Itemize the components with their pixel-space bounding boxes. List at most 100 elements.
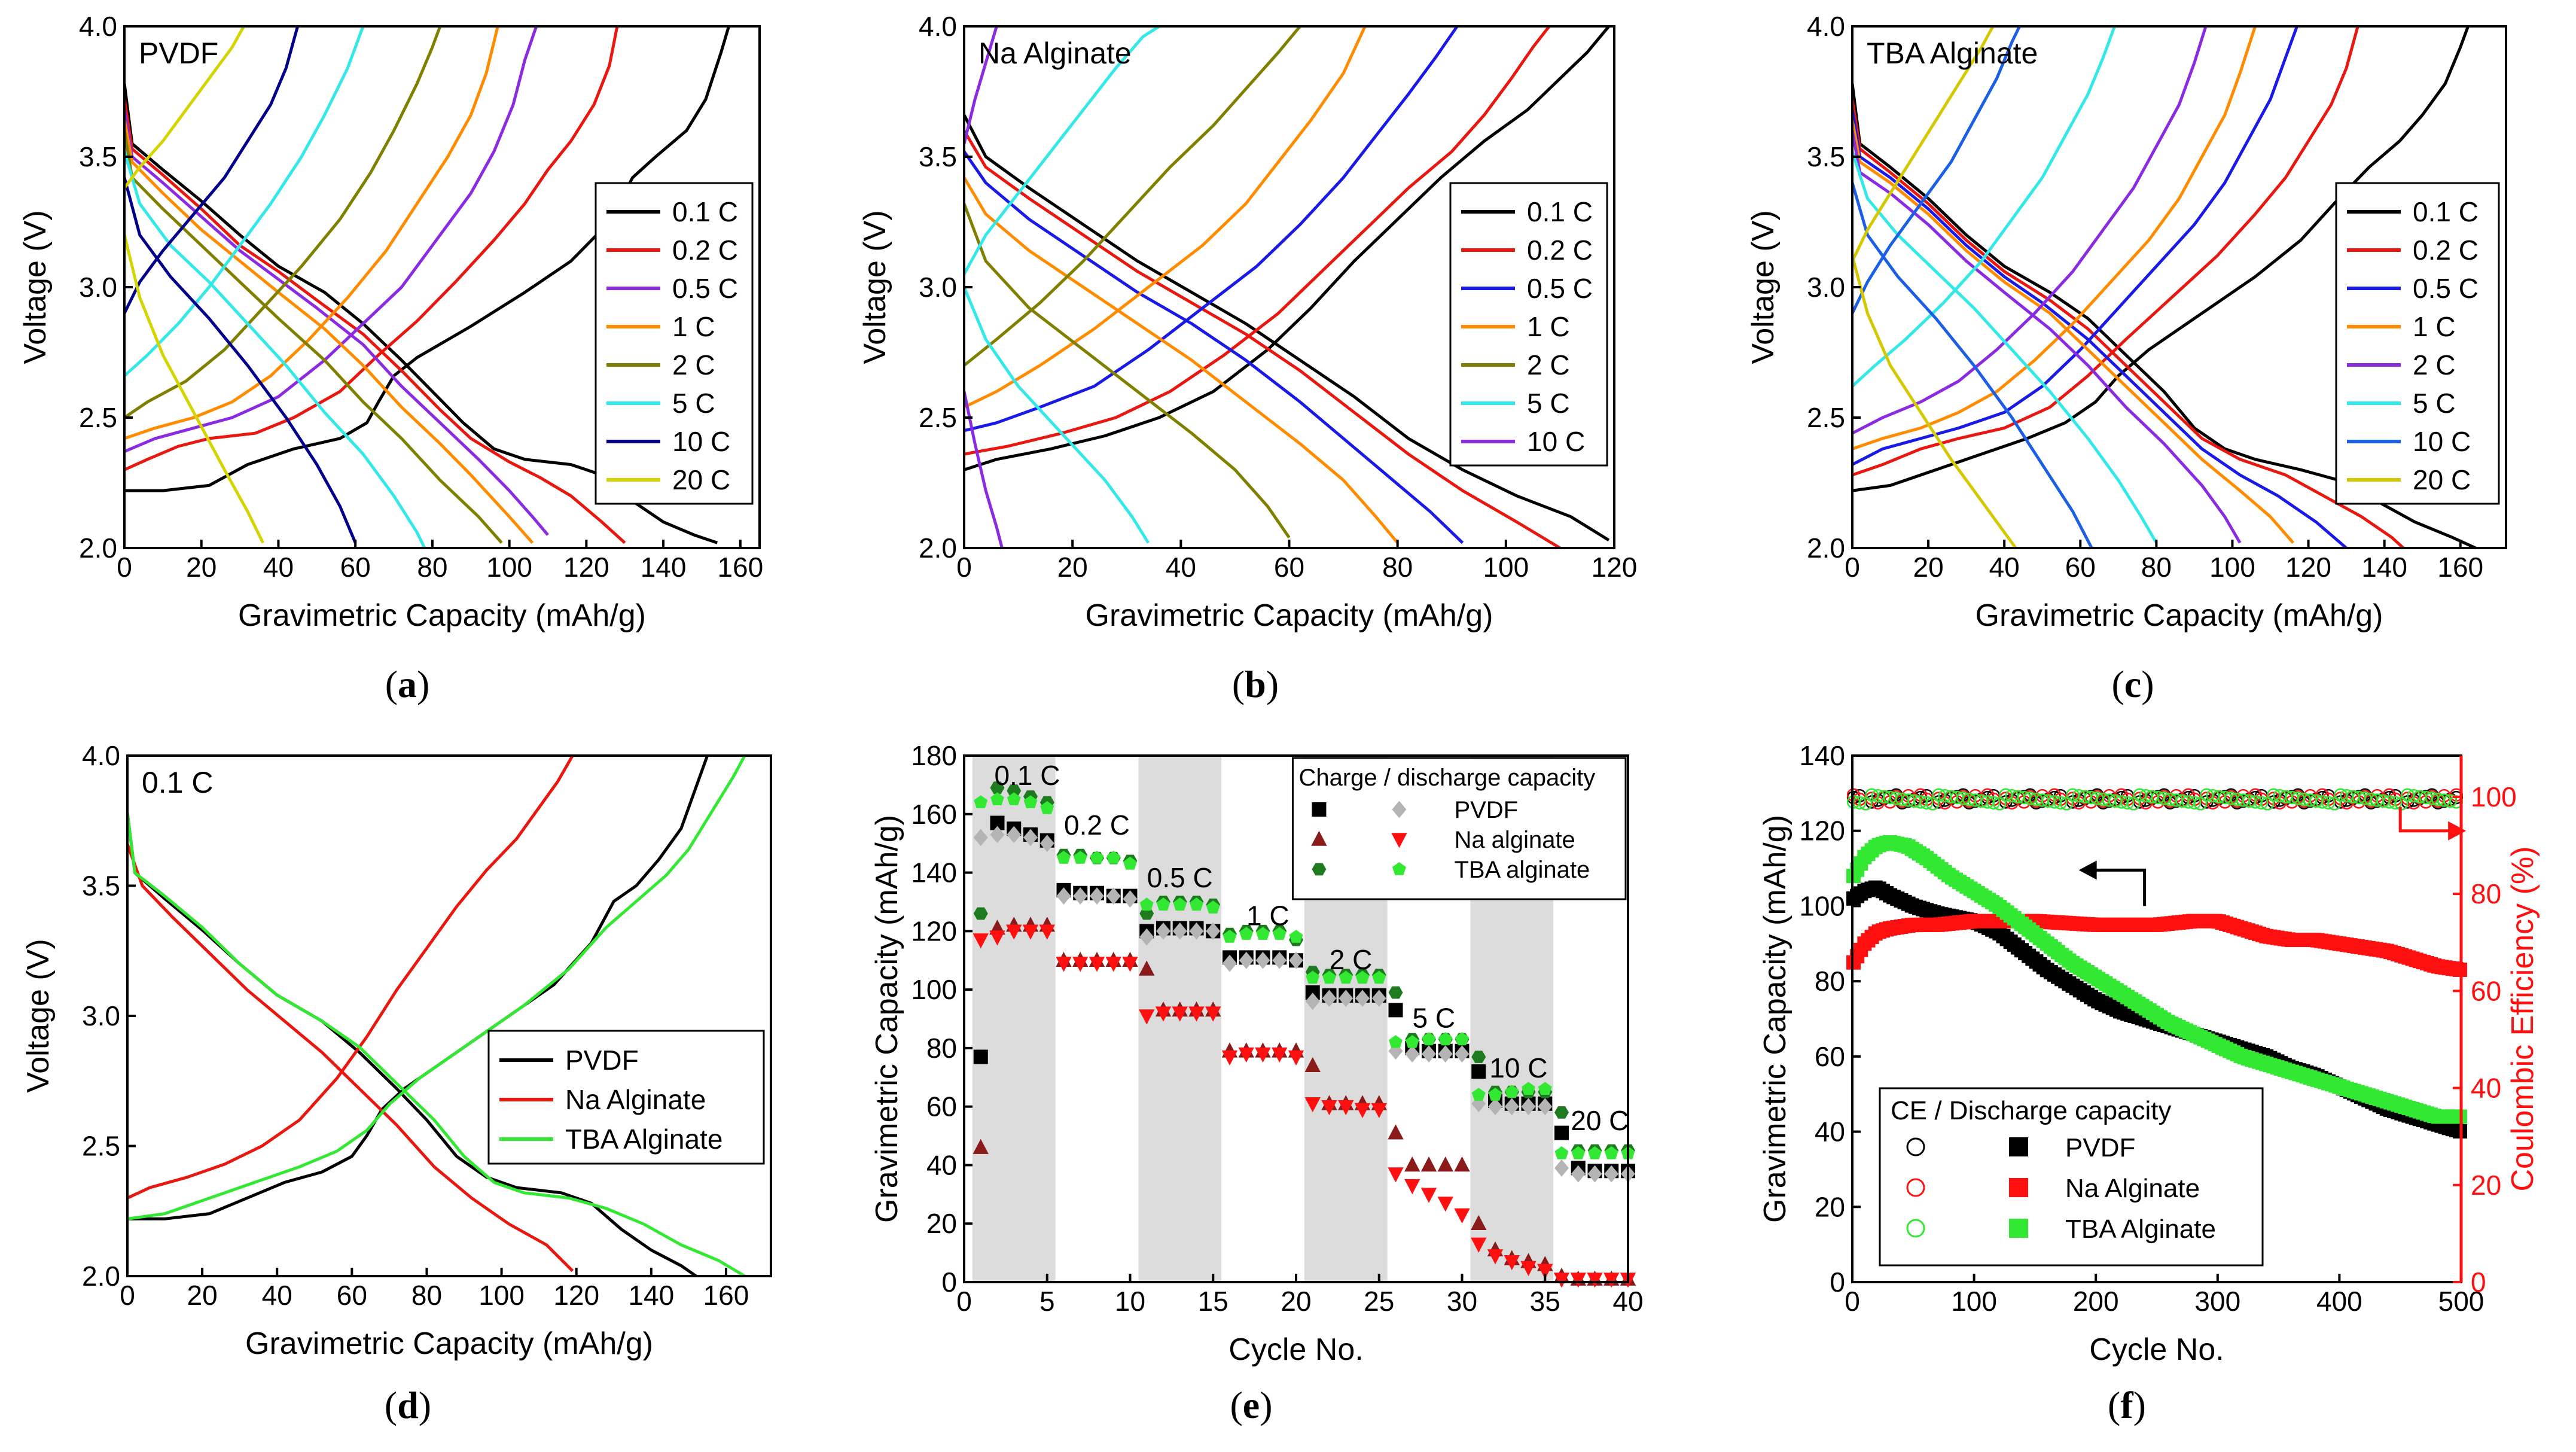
data-point-pvdf-discharge xyxy=(990,826,1005,844)
rate-label: 0.5 C xyxy=(1147,862,1213,893)
panel-label: (d) xyxy=(385,1384,431,1426)
data-point-pvdf-discharge xyxy=(1007,826,1022,844)
discharge-curve-1-c xyxy=(964,176,1399,544)
legend-label-na-alginate: Na alginate xyxy=(1454,827,1575,853)
x-tick-label: 60 xyxy=(340,552,371,583)
data-point-pvdf-discharge xyxy=(1305,993,1320,1010)
x-tick-label: 40 xyxy=(1989,552,2020,583)
data-point-na-alginate-discharge xyxy=(1520,1261,1537,1276)
charge-curve-10-c xyxy=(964,26,998,144)
y-tick-label: 40 xyxy=(926,1149,957,1180)
x-tick-label: 15 xyxy=(1198,1286,1228,1317)
x-tick-label: 20 xyxy=(186,552,217,583)
legend: 0.1 C 0.2 C 0.5 C 1 C 2 C 5 C 10 C xyxy=(1449,182,1608,467)
arrow-right-head xyxy=(2448,821,2467,841)
legend-label-2-c: 2 C xyxy=(2413,349,2456,380)
y-tick-label: 100 xyxy=(1799,890,1845,921)
data-point-pvdf-discharge xyxy=(973,829,988,847)
data-point-tba-alginate-discharge xyxy=(1090,851,1104,864)
charge-curve-0-2-c xyxy=(964,26,1551,456)
x-tick-label: 80 xyxy=(417,552,447,583)
data-point-tba-alginate-discharge xyxy=(1073,851,1087,864)
y-tick-label: 3.0 xyxy=(82,1000,120,1031)
data-point-na-alginate-discharge xyxy=(1487,1249,1504,1265)
legend-discharge-marker-na-alginate xyxy=(1391,833,1407,848)
legend-label-0-5-c: 0.5 C xyxy=(1527,273,1593,304)
data-point-na-alginate-discharge xyxy=(1072,957,1089,972)
data-point-pvdf-discharge xyxy=(1538,1098,1553,1116)
data-point-pvdf-discharge xyxy=(1090,887,1104,905)
y-tick-label: 3.5 xyxy=(1807,141,1845,172)
data-point-na-alginate-discharge xyxy=(1603,1273,1620,1288)
data-point-tba-alginate-discharge xyxy=(1422,1032,1436,1045)
data-point-pvdf-discharge xyxy=(1604,1165,1619,1183)
data-point-tba-alginate-charge xyxy=(1554,1106,1569,1119)
y-tick-label: 2.0 xyxy=(82,1261,120,1292)
legend: Charge / discharge capacity PVDF Na algina… xyxy=(1291,757,1627,900)
data-point-pvdf-discharge xyxy=(1023,829,1038,847)
arrow-left-head xyxy=(2078,860,2097,880)
charge-curve-5-c xyxy=(124,26,365,378)
data-point-tba-alginate-discharge xyxy=(1023,795,1038,808)
legend-label-20-c: 20 C xyxy=(672,464,730,495)
legend-charge-marker-na-alginate xyxy=(1311,830,1327,846)
data-point-tba-alginate-discharge xyxy=(1007,792,1021,805)
data-point-pvdf-discharge xyxy=(1571,1165,1586,1183)
data-point-pvdf-discharge xyxy=(1272,951,1287,969)
x-tick-label: 160 xyxy=(717,552,763,583)
legend-label-0-2-c: 0.2 C xyxy=(2413,235,2479,266)
discharge-curve-20-c xyxy=(124,235,264,544)
data-point-na-alginate-discharge xyxy=(1288,1050,1304,1066)
x-tick-label: 100 xyxy=(478,1280,525,1311)
data-point-pvdf-discharge xyxy=(1156,922,1170,940)
data-point-tba-alginate-discharge xyxy=(1306,970,1320,984)
discharge-curve-0-5-c xyxy=(124,109,549,536)
ce-point xyxy=(2443,794,2457,808)
legend-discharge-marker-tba-alginate xyxy=(1392,862,1406,875)
right-y-axis-label: Coulombic Efficiency (%) xyxy=(2505,846,2540,1191)
x-tick-label: 0 xyxy=(120,1280,135,1311)
data-point-na-alginate-discharge xyxy=(1404,1179,1420,1195)
data-point-tba-alginate-discharge xyxy=(1173,897,1187,911)
legend-label-1-c: 1 C xyxy=(1527,311,1570,342)
data-point-tba-alginate-discharge xyxy=(1289,930,1303,943)
discharge-curve-0-2-c xyxy=(124,99,626,544)
x-tick-label: 140 xyxy=(628,1280,674,1311)
data-point-pvdf-charge xyxy=(1554,1125,1569,1140)
legend-box xyxy=(1879,1087,2264,1267)
y-tick-label: 20 xyxy=(1815,1191,1845,1222)
data-point-tba-alginate-discharge xyxy=(1040,801,1054,814)
charge-curve-5-c xyxy=(964,26,1160,275)
data-point-tba-alginate-discharge xyxy=(1106,851,1121,864)
panel-label: (b) xyxy=(1232,663,1279,705)
right-y-tick-label: 20 xyxy=(2471,1170,2501,1201)
legend-label-0-1-c: 0.1 C xyxy=(672,196,738,227)
data-point-na-alginate-discharge xyxy=(1304,1097,1321,1113)
discharge-curve-0-2-c xyxy=(964,130,1561,548)
chart-panel-e: 0 5 10 15 20 25 30 35 40 0 20 40 60 80 100 120 140 160 180… xyxy=(870,740,1644,1426)
charge-curve-0-1-c xyxy=(964,26,1610,471)
data-point-tba-alginate-discharge xyxy=(1123,856,1137,870)
rate-label: 10 C xyxy=(1489,1052,1547,1083)
data-point-tba-alginate-discharge xyxy=(1057,851,1071,864)
data-point-na-alginate-discharge xyxy=(1321,1100,1337,1116)
data-point-pvdf-discharge xyxy=(1455,1045,1470,1063)
rate-label: 1 C xyxy=(1246,900,1289,932)
legend: CE / Discharge capacity PVDF Na Alginate TB… xyxy=(1879,1087,2264,1267)
data-point-tba-alginate-discharge xyxy=(1223,930,1237,943)
data-point-pvdf-discharge xyxy=(1255,951,1270,969)
discharge-curve-0-1-c xyxy=(964,114,1610,542)
legend-label-5-c: 5 C xyxy=(672,388,715,419)
data-point-na-alginate-charge xyxy=(1454,1156,1470,1172)
x-tick-label: 0 xyxy=(1845,1286,1860,1317)
x-tick-label: 20 xyxy=(187,1280,218,1311)
data-point-tba-alginate-discharge xyxy=(1505,1085,1519,1098)
data-point-pvdf-discharge xyxy=(1438,1045,1453,1063)
legend-capacity-marker-pvdf xyxy=(2009,1137,2028,1156)
y-tick-label: 160 xyxy=(911,799,957,830)
data-point-na-alginate-discharge xyxy=(1089,957,1105,972)
legend-title: Charge / discharge capacity xyxy=(1298,765,1595,791)
discharge-curve-pvdf xyxy=(127,812,697,1276)
data-point-tba-alginate-discharge xyxy=(1471,1088,1486,1101)
